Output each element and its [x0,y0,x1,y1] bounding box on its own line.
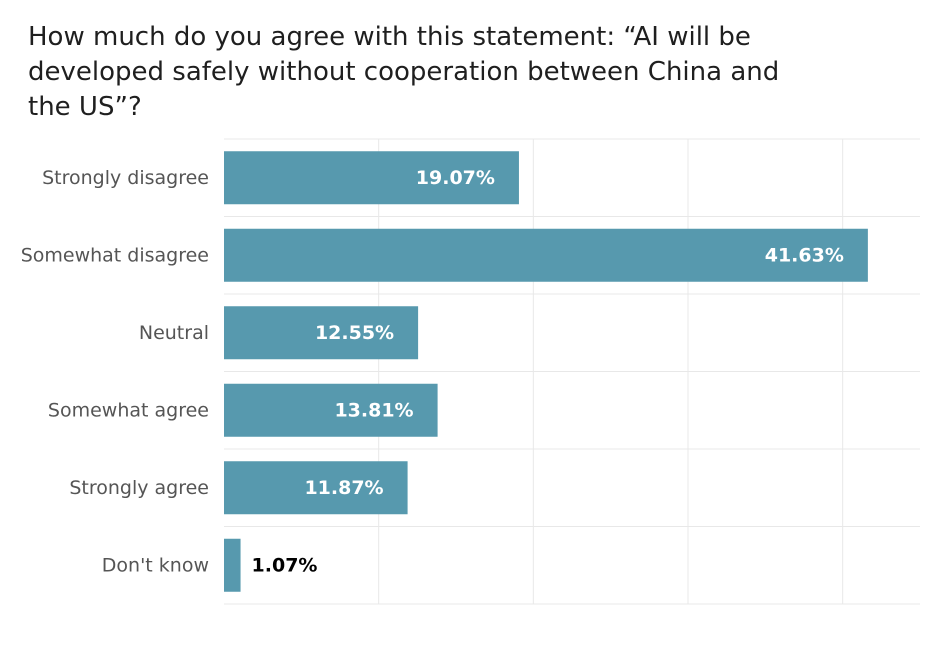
value-label: 19.07% [416,167,495,189]
bar [224,228,868,282]
chart-title: How much do you agree with this statemen… [28,22,780,122]
value-label: 1.07% [252,554,318,576]
value-label: 12.55% [315,322,394,344]
category-label: Don't know [102,554,209,576]
label-layer: Strongly disagree 19.07% Somewhat disagree… [21,167,844,577]
grid-layer [224,138,920,605]
bar [224,538,241,592]
value-label: 11.87% [304,477,383,499]
bar [224,306,419,360]
category-label: Strongly agree [69,477,209,499]
category-label: Somewhat agree [48,399,209,421]
value-label: 41.63% [765,244,844,266]
bar-layer [224,151,868,592]
category-label: Somewhat disagree [21,244,209,266]
bar [224,461,408,515]
category-label: Neutral [139,322,209,344]
category-label: Strongly disagree [42,167,209,189]
value-label: 13.81% [334,399,413,421]
bar [224,151,519,205]
bar [224,383,438,437]
